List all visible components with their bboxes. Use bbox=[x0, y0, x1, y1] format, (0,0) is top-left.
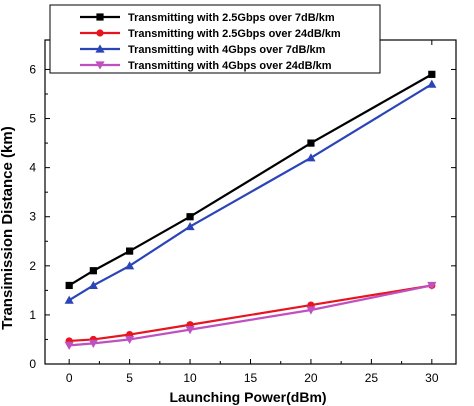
x-tick-label: 25 bbox=[365, 371, 379, 385]
legend-marker bbox=[95, 44, 105, 53]
data-point bbox=[65, 281, 73, 290]
legend-label: Transmitting with 2.5Gbps over 7dB/km bbox=[128, 12, 335, 24]
series-3 bbox=[64, 79, 437, 304]
data-point bbox=[307, 139, 315, 147]
legend-marker bbox=[96, 29, 104, 37]
data-point bbox=[126, 247, 134, 255]
series-line bbox=[69, 284, 433, 347]
legend-item: Transmitting with 4Gbps over 24dB/km bbox=[80, 60, 332, 72]
legend-label: Transmitting with 4Gbps over 24dB/km bbox=[128, 60, 332, 72]
data-point bbox=[125, 261, 135, 270]
series-4 bbox=[64, 281, 437, 350]
y-tick-label: 0 bbox=[29, 357, 36, 371]
data-point bbox=[427, 79, 437, 88]
series-line bbox=[69, 284, 432, 343]
legend-marker bbox=[95, 61, 105, 70]
x-tick-label: 5 bbox=[126, 371, 133, 385]
x-tick-label: 15 bbox=[244, 371, 258, 385]
legend-item: Transmitting with 2.5Gbps over 24dB/km bbox=[80, 28, 341, 40]
legend-marker bbox=[96, 13, 104, 21]
data-point bbox=[125, 335, 135, 345]
data-point bbox=[89, 267, 97, 275]
data-point bbox=[306, 306, 316, 315]
y-tick-label: 1 bbox=[29, 308, 36, 322]
y-tick-label: 6 bbox=[29, 62, 36, 76]
y-axis-label: Transimission Distance (km) bbox=[0, 126, 16, 329]
legend-label: Transmitting with 4Gbps over 7dB/km bbox=[128, 44, 326, 56]
data-point bbox=[185, 326, 195, 335]
data-point bbox=[64, 341, 74, 350]
x-tick-label: 30 bbox=[425, 371, 439, 385]
series-line bbox=[68, 73, 433, 287]
x-tick-label: 10 bbox=[183, 371, 197, 385]
data-point bbox=[88, 339, 98, 348]
data-point bbox=[185, 221, 195, 231]
data-point bbox=[88, 280, 98, 290]
series-1 bbox=[65, 70, 436, 290]
data-point bbox=[186, 213, 194, 221]
series-2 bbox=[65, 281, 436, 345]
data-point bbox=[64, 295, 74, 304]
x-tick-label: 20 bbox=[304, 371, 318, 385]
y-tick-label: 3 bbox=[29, 210, 36, 224]
legend-item: Transmitting with 2.5Gbps over 7dB/km bbox=[80, 12, 335, 24]
data-point bbox=[306, 153, 316, 162]
x-tick-label: 0 bbox=[66, 371, 73, 385]
y-tick-label: 4 bbox=[29, 161, 36, 175]
x-axis-label: Launching Power(dBm) bbox=[169, 389, 326, 405]
data-point bbox=[428, 70, 436, 78]
legend-item: Transmitting with 4Gbps over 7dB/km bbox=[80, 44, 326, 56]
y-tick-label: 2 bbox=[29, 259, 36, 273]
series-line bbox=[68, 83, 433, 302]
y-tick-label: 5 bbox=[29, 112, 36, 126]
legend-label: Transmitting with 2.5Gbps over 24dB/km bbox=[128, 28, 341, 40]
data-point bbox=[427, 281, 437, 291]
